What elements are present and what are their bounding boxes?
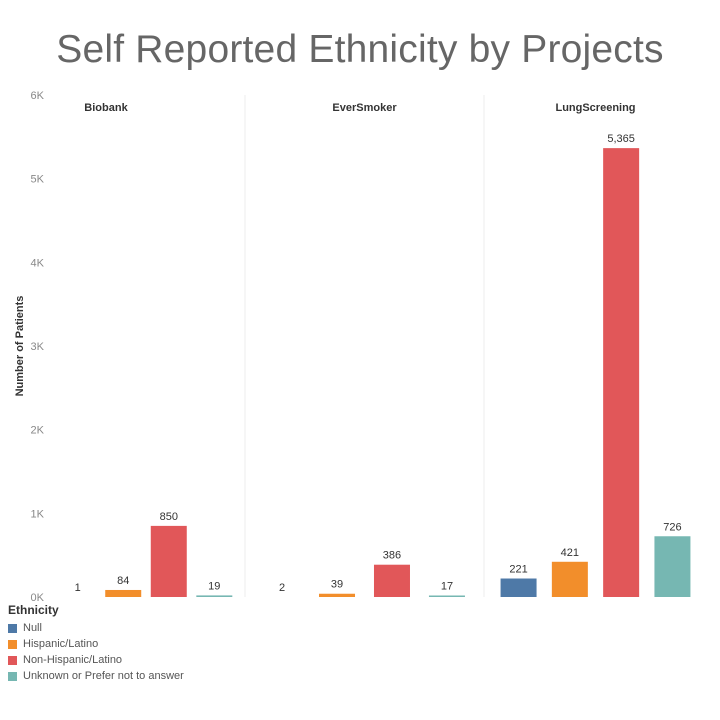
y-tick-label: 4K	[31, 257, 45, 269]
bar-lungscreening-1	[551, 561, 588, 597]
bar-biobank-1	[105, 589, 142, 597]
bar-lungscreening-0	[500, 578, 537, 597]
bar-lungscreening-3	[654, 536, 691, 597]
legend-label: Non-Hispanic/Latino	[23, 654, 123, 666]
bar-lungscreening-2	[603, 148, 640, 597]
y-tick-label: 3K	[31, 341, 45, 353]
data-label: 5,365	[607, 133, 635, 145]
y-tick-label: 5K	[31, 174, 45, 186]
legend-item-unknown[interactable]: Unknown or Prefer not to answer	[8, 668, 184, 684]
legend: Ethnicity Null Hispanic/Latino Non-Hispa…	[8, 603, 184, 684]
data-label: 2	[279, 582, 285, 594]
y-tick-label: 2K	[31, 425, 45, 437]
legend-item-non-hispanic-latino[interactable]: Non-Hispanic/Latino	[8, 652, 184, 668]
data-label: 39	[331, 579, 343, 591]
y-tick-label: 0K	[31, 592, 45, 604]
panel-header-lungscreening: LungScreening	[555, 102, 635, 114]
data-label: 386	[383, 550, 401, 562]
data-label: 1	[75, 582, 81, 594]
data-label: 726	[663, 521, 681, 533]
y-tick-label: 1K	[31, 508, 45, 520]
legend-item-null[interactable]: Null	[8, 620, 184, 636]
bar-biobank-2	[150, 525, 187, 597]
chart-title: Self Reported Ethnicity by Projects	[56, 28, 664, 71]
y-tick-label: 6K	[31, 90, 45, 102]
legend-title: Ethnicity	[8, 603, 59, 617]
data-label: 421	[561, 547, 579, 559]
legend-swatch	[8, 655, 17, 665]
legend-swatch	[8, 639, 17, 649]
panel-header-eversmoker: EverSmoker	[332, 102, 397, 114]
legend-swatch	[8, 671, 17, 681]
data-label: 221	[509, 564, 527, 576]
data-label: 19	[208, 580, 220, 592]
data-label: 84	[117, 575, 129, 587]
bar-eversmoker-3	[428, 595, 465, 597]
data-label: 17	[441, 581, 453, 593]
y-axis-title: Number of Patients	[14, 296, 26, 397]
panel-header-biobank: Biobank	[84, 102, 128, 114]
legend-swatch	[8, 623, 17, 633]
legend-label: Hispanic/Latino	[23, 638, 99, 650]
bar-eversmoker-1	[319, 593, 356, 597]
data-label: 850	[160, 511, 178, 523]
legend-label: Unknown or Prefer not to answer	[23, 670, 184, 682]
bar-biobank-3	[196, 595, 233, 597]
legend-item-hispanic-latino[interactable]: Hispanic/Latino	[8, 636, 184, 652]
legend-label: Null	[23, 622, 42, 634]
bar-eversmoker-2	[373, 564, 410, 597]
